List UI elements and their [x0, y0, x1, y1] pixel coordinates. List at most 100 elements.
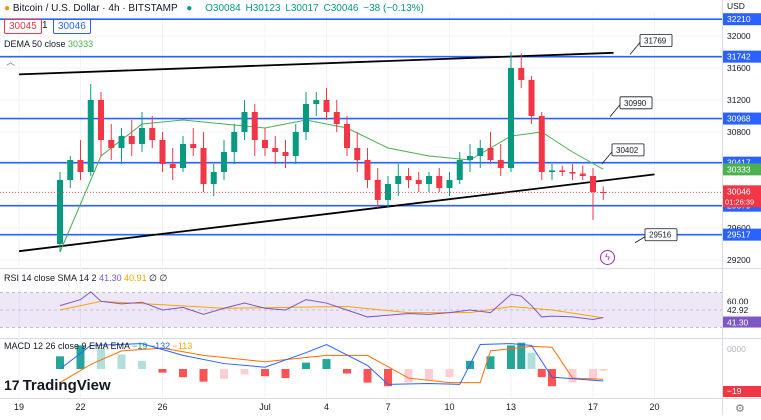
rsi-line: [59, 291, 604, 321]
macd-histogram-bar: [76, 345, 85, 369]
macd-tick-label: 0000: [727, 344, 746, 354]
candle-body: [456, 160, 463, 180]
candle-body: [272, 148, 279, 152]
candle-body: [405, 176, 412, 180]
candle-body: [118, 136, 125, 148]
candle-body: [292, 132, 299, 156]
macd-line-value: −132: [149, 341, 171, 351]
macd-histogram-bar: [445, 369, 454, 378]
x-tick-label: 19: [14, 402, 24, 412]
level-badge-label: 32210: [727, 14, 751, 24]
lightning-icon[interactable]: ϟ: [600, 250, 615, 265]
macd-histogram-bar: [507, 345, 515, 369]
x-tick-label: 4: [324, 402, 329, 412]
rsi-label: RSI 14 close SMA 14 2: [4, 273, 97, 283]
candle-body: [344, 124, 350, 148]
macd-badge: [723, 386, 761, 397]
candle-body: [354, 148, 361, 160]
price-tick-label: 29200: [727, 255, 751, 265]
price-tick-label: 31200: [727, 95, 751, 105]
macd-histogram-bar: [527, 352, 536, 369]
callout-pointer: [629, 42, 641, 55]
candle-body: [477, 148, 484, 156]
level-badge-label: 30968: [727, 114, 751, 124]
candle-countdown: 01:26:39: [725, 197, 754, 206]
gear-icon[interactable]: ⚙: [735, 403, 745, 415]
tradingview-logo[interactable]: 17 TradingView: [4, 377, 111, 394]
candle-body: [436, 176, 443, 188]
candle-body: [262, 140, 268, 148]
level-badge: [723, 50, 761, 63]
ohlc-values: O30084 H30123 L30017 C30046 −38 (−0.13%): [205, 3, 426, 14]
macd-histogram-bar: [117, 354, 126, 369]
macd-badge-label: −19: [727, 386, 742, 396]
rsi-sma-value: 40.91: [124, 273, 147, 283]
candle-body: [579, 173, 586, 176]
open-value: O30084: [205, 3, 241, 14]
macd-histogram-bar: [281, 369, 290, 379]
macd-histogram-bar: [261, 369, 269, 377]
candle-body: [139, 128, 145, 144]
candle-body: [590, 176, 596, 192]
currency-label: USD: [727, 1, 745, 11]
macd-histogram-bar: [343, 369, 351, 374]
candle-body: [108, 140, 115, 148]
candle-body: [282, 152, 289, 156]
candle-body: [364, 160, 371, 180]
candle-body: [303, 104, 309, 132]
rsi-badge-label: 42.92: [727, 305, 749, 315]
candle-body: [190, 144, 197, 148]
candle-body: [569, 172, 576, 174]
x-tick-label: Jul: [259, 402, 271, 412]
callout-box: [611, 143, 645, 157]
tradingview-mark-icon: 17: [4, 377, 20, 393]
callout-label: 31769: [644, 36, 667, 45]
candle-body: [313, 100, 320, 104]
bitcoin-icon: ●: [4, 3, 11, 14]
candle-body: [231, 132, 238, 152]
macd-histogram-bar: [158, 369, 167, 373]
candle-body: [67, 160, 74, 180]
candle-body: [333, 112, 340, 124]
buy-button[interactable]: 30046: [53, 19, 91, 34]
candle-body: [200, 148, 207, 184]
sell-button[interactable]: 30045: [4, 19, 42, 34]
macd-histogram-bar: [56, 356, 64, 369]
symbol-title[interactable]: Bitcoin / U.S. Dollar · 4h · BITSTAMP: [12, 3, 178, 14]
candle-body: [251, 112, 258, 140]
macd-legend[interactable]: MACD 12 26 close 9 EMA EMA −19 −132 −113: [4, 341, 192, 351]
x-tick-label: 13: [506, 402, 516, 412]
callout-label: 29516: [649, 231, 672, 240]
macd-hist-value: −19: [132, 341, 148, 351]
x-tick-label: 20: [649, 402, 659, 412]
callout-pointer: [634, 236, 646, 244]
candle-body: [497, 160, 504, 168]
macd-histogram-bar: [363, 369, 372, 383]
level-badge-label: 30417: [727, 158, 751, 168]
dema-legend[interactable]: DEMA 50 close 30333: [4, 39, 93, 49]
trendline: [18, 51, 614, 76]
candle-body: [446, 180, 453, 188]
rsi-legend[interactable]: RSI 14 close SMA 14 2 41.30 40.91 ∅ ∅: [4, 273, 167, 284]
candle-body: [221, 152, 227, 172]
candle-body: [57, 180, 63, 244]
candle-body: [518, 68, 525, 80]
callout-pointer: [609, 104, 621, 118]
candle-body: [87, 100, 94, 172]
callout-box: [644, 228, 678, 242]
rsi-value: 41.30: [99, 273, 122, 283]
candle-body: [149, 128, 156, 140]
order-quantity[interactable]: 1: [42, 20, 48, 31]
price-tick-label: 29600: [727, 223, 751, 233]
current-price-badge: [723, 185, 761, 208]
macd-histogram-bar: [179, 369, 187, 378]
level-badge-label: 31742: [727, 52, 751, 62]
current-price-label: 30046: [727, 186, 751, 196]
collapse-chevron-icon[interactable]: ︿: [6, 57, 16, 67]
level-badge: [723, 228, 761, 241]
x-tick-label: 7: [385, 402, 390, 412]
level-badge: [723, 112, 761, 125]
macd-label: MACD 12 26 close 9 EMA EMA: [4, 341, 130, 351]
